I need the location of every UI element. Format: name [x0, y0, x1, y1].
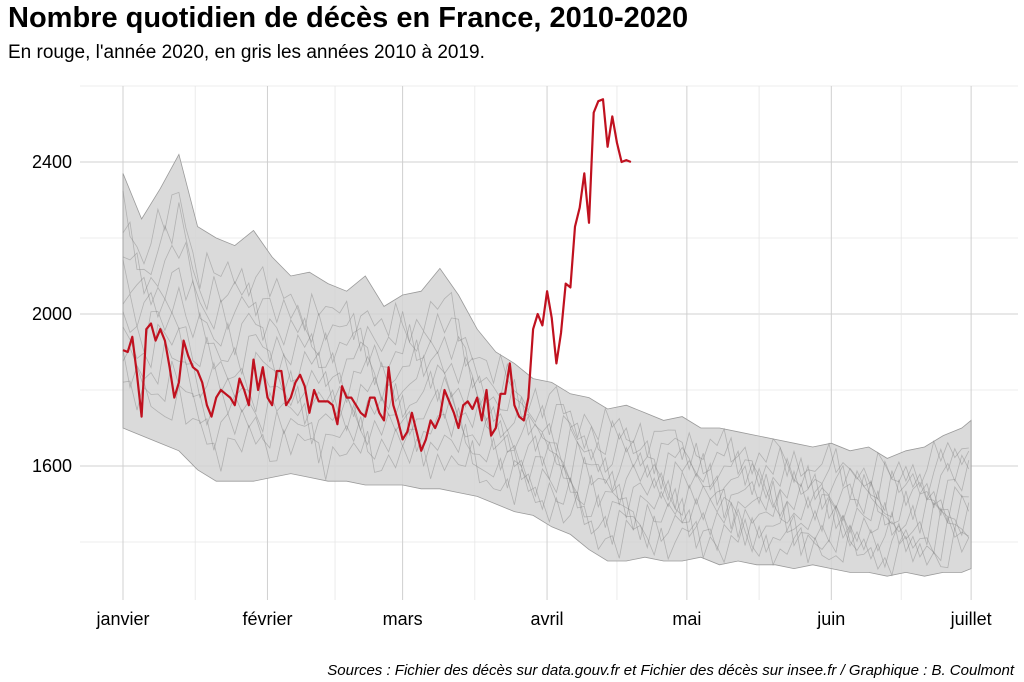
- series-2020-line: [122, 98, 632, 452]
- year-line: [122, 339, 970, 555]
- range-band-2010-2019: [122, 153, 972, 577]
- y-tick-label: 2400: [32, 152, 72, 172]
- x-tick-label: juillet: [950, 609, 992, 629]
- year-line: [122, 202, 970, 501]
- year-line: [122, 259, 970, 518]
- x-tick-label: mars: [383, 609, 423, 629]
- x-tick-label: janvier: [95, 609, 149, 629]
- year-line: [122, 380, 970, 577]
- year-line: [122, 286, 969, 525]
- chart-subtitle: En rouge, l'année 2020, en gris les anné…: [8, 42, 485, 63]
- chart-caption: Sources : Fichier des décès sur data.gou…: [327, 662, 1014, 679]
- chart-title: Nombre quotidien de décès en France, 201…: [8, 2, 689, 34]
- x-axis-labels: janvier février mars avril mai juin juillet: [95, 609, 991, 629]
- x-tick-label: avril: [531, 609, 564, 629]
- x-tick-label: juin: [816, 609, 845, 629]
- year-line: [122, 241, 970, 512]
- year-line: [122, 349, 970, 569]
- series-2020: [122, 98, 632, 452]
- y-axis-labels: 1600 2000 2400: [32, 152, 72, 476]
- year-line: [122, 190, 969, 489]
- range-band-area: [122, 153, 972, 577]
- x-tick-label: février: [242, 609, 292, 629]
- y-tick-label: 2000: [32, 304, 72, 324]
- x-tick-label: mai: [672, 609, 701, 629]
- year-line: [122, 310, 970, 534]
- y-tick-label: 1600: [32, 456, 72, 476]
